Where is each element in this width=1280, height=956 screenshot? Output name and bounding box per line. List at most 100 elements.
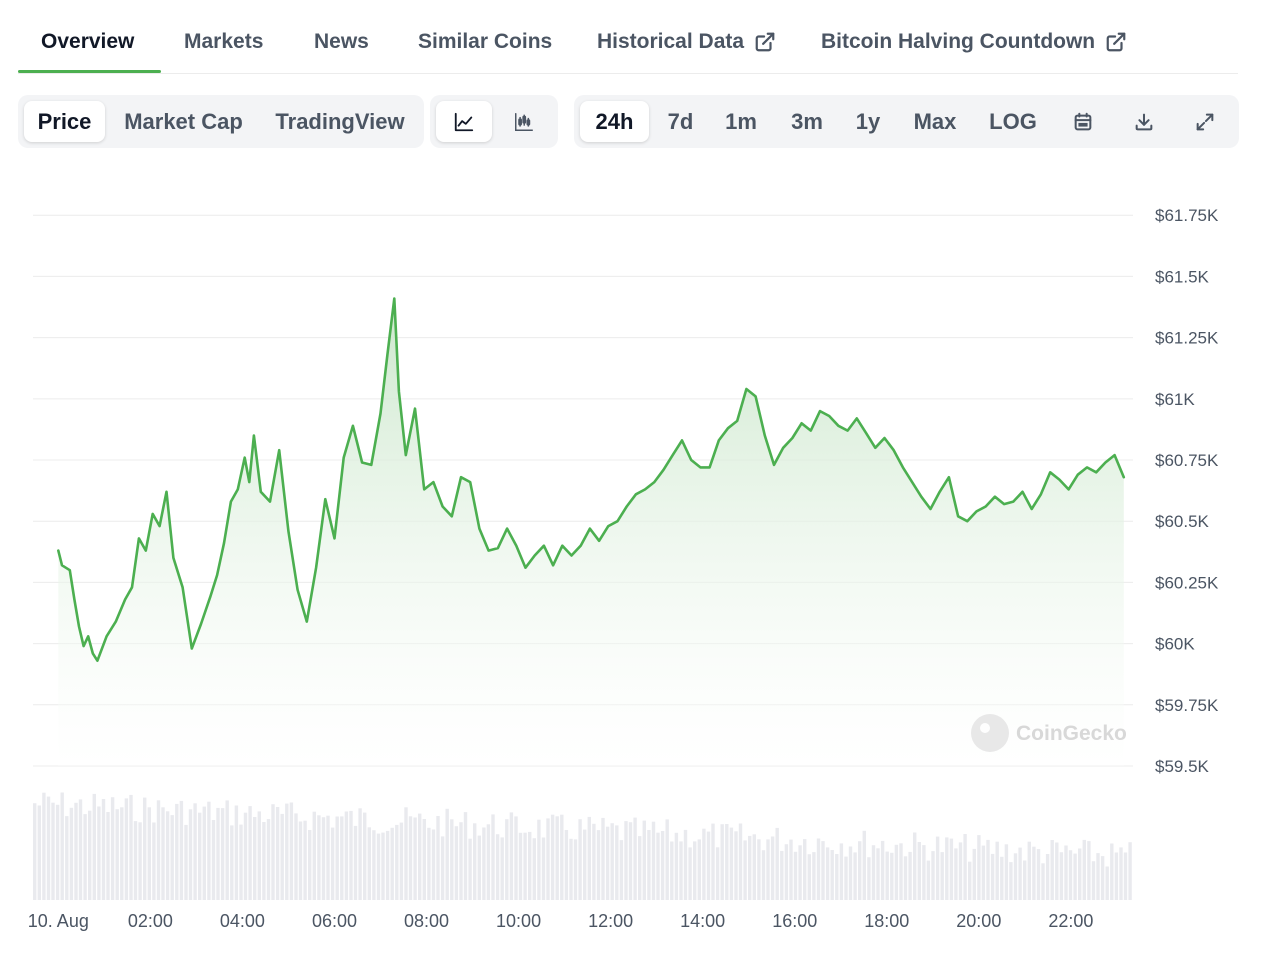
volume-bar [555,816,559,900]
volume-bar [165,811,170,900]
price-button[interactable]: Price [24,101,105,142]
tab-markets[interactable]: Markets [184,30,263,54]
price-area-fill [58,298,1124,766]
y-tick-label: $61.5K [1155,267,1210,286]
volume-bar [459,822,463,900]
volume-bar [51,802,55,900]
volume-bar [913,832,917,900]
market-cap-button[interactable]: Market Cap [124,108,243,134]
volume-bar [647,830,651,900]
volume-bar [454,826,459,900]
y-tick-label: $59.75K [1155,696,1219,715]
volume-bar [179,800,184,900]
volume-bar [184,824,188,900]
tab-bitcoin-halving-countdown[interactable]: Bitcoin Halving Countdown [821,30,1127,54]
volume-bar [610,823,614,900]
y-axis-labels: $61.75K $61.5K $61.25K $61K $60.75K $60.5K $60… [1155,206,1219,776]
volume-bar [876,848,880,900]
range-3m-button[interactable]: 3m [791,108,823,134]
range-24h-button[interactable]: 24h [580,101,649,142]
range-max-button[interactable]: Max [913,108,957,134]
volume-bar [193,803,197,900]
volume-bar [198,812,202,900]
volume-bar [440,836,445,900]
volume-bar [340,816,344,900]
log-scale-button[interactable]: LOG [989,108,1037,134]
calendar-button[interactable] [1058,101,1108,142]
external-link-icon [755,32,775,52]
volume-bar [473,823,477,900]
volume-bar [926,860,931,900]
volume-bar [266,819,271,900]
volume-bar [1068,850,1073,900]
volume-bar [518,832,523,900]
volume-bar [363,812,367,900]
volume-bar [46,796,51,900]
volume-bar [596,830,601,900]
volume-bar [1009,862,1013,900]
volume-bar [1013,853,1018,900]
volume-bar [633,817,637,900]
volume-bar [605,826,610,900]
volume-bar [793,851,798,900]
volume-bar [784,844,789,900]
x-tick-label: 22:00 [1048,911,1093,931]
tab-historical-data[interactable]: Historical Data [597,30,776,54]
y-tick-label: $59.5K [1155,757,1210,776]
y-tick-label: $60.5K [1155,512,1210,531]
volume-bar [486,824,491,900]
range-1y-button[interactable]: 1y [855,108,881,134]
volume-bar [1000,856,1004,900]
volume-bar [734,831,738,900]
volume-bar [825,847,830,900]
volume-bar [729,827,734,900]
watermark-text: CoinGecko [1016,722,1127,745]
tab-label: News [314,30,369,53]
tradingview-button[interactable]: TradingView [275,108,405,134]
volume-bar [615,825,619,900]
volume-bar [133,821,138,900]
volume-bar [83,814,87,900]
volume-bar [624,821,628,900]
volume-bar [436,816,440,900]
volume-bar [816,838,821,900]
tab-label: Bitcoin Halving Countdown [821,30,1096,53]
volume-bar [628,822,633,900]
volume-bar [862,830,866,900]
volume-bar [349,810,353,900]
volume-bar [748,835,752,900]
calendar-icon [1074,112,1092,130]
volume-bar [1018,847,1022,900]
candlestick-chart-button[interactable] [496,101,552,142]
external-link-icon [1106,32,1126,52]
volume-bar [775,827,779,900]
volume-bar [1073,853,1077,900]
volume-bar [207,801,211,900]
volume-bar [505,819,509,900]
volume-bar [693,841,697,900]
range-1m-button[interactable]: 1m [725,108,757,134]
line-chart-button[interactable] [436,101,492,142]
volume-bar [262,822,266,900]
tab-news[interactable]: News [314,30,369,54]
tab-overview[interactable]: Overview [41,30,134,54]
tab-label: Markets [184,30,264,53]
volume-bar [1055,842,1059,900]
volume-bar [1050,840,1054,900]
volume-bar [285,803,289,900]
download-icon [1135,113,1153,130]
volume-bar [431,829,436,900]
volume-bar [798,845,802,900]
x-tick-label: 08:00 [404,911,449,931]
download-button[interactable] [1119,101,1169,142]
volume-bar [55,804,60,900]
range-7d-button[interactable]: 7d [667,108,694,134]
volume-bar [422,819,426,900]
volume-bar [1004,844,1009,900]
volume-bar [381,832,385,900]
volume-bar [679,841,683,900]
tab-similar-coins[interactable]: Similar Coins [418,30,552,54]
volume-bar [390,827,394,900]
fullscreen-button[interactable] [1180,101,1230,142]
volume-bar [1082,839,1086,900]
